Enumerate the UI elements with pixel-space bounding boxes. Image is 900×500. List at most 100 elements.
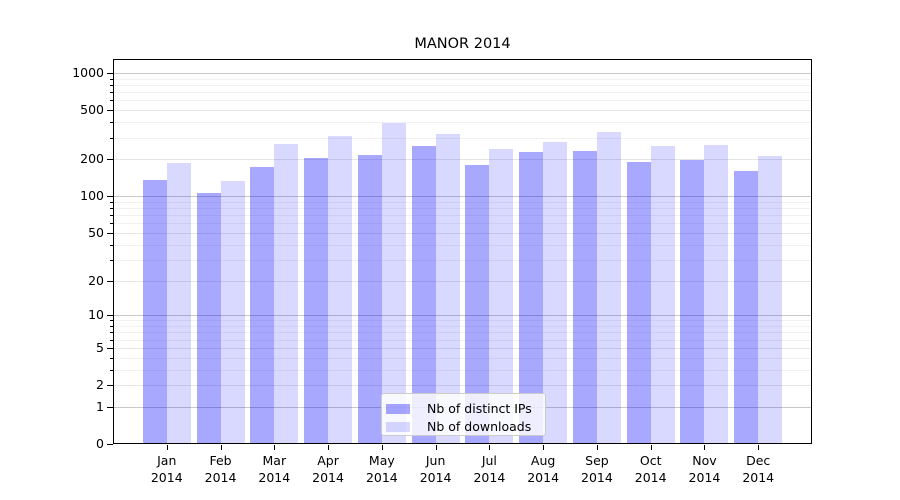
x-tick-oct xyxy=(650,445,652,450)
x-tick-label-apr: Apr 2014 xyxy=(301,452,355,486)
y-minor-tick-400 xyxy=(110,122,113,124)
gridline-y-3 xyxy=(114,369,811,371)
x-tick-year-dec: 2014 xyxy=(742,470,775,485)
bar-downloads-mar xyxy=(274,144,299,443)
chart-title: MANOR 2014 xyxy=(414,36,511,52)
legend: Nb of distinct IPs Nb of downloads xyxy=(381,393,546,436)
bar-distinct-ips-apr xyxy=(304,157,329,443)
y-tick-label-50: 50 xyxy=(88,224,104,240)
bar-downloads-dec xyxy=(758,156,783,443)
x-tick-year-jun: 2014 xyxy=(419,470,452,485)
bar-distinct-ips-mar xyxy=(250,167,275,443)
gridline-y-50 xyxy=(114,232,811,234)
gridline-y-8 xyxy=(114,326,811,328)
y-minor-tick-3 xyxy=(110,369,113,371)
y-tick-label-200: 200 xyxy=(80,151,104,167)
gridline-y-4 xyxy=(114,357,811,359)
gridline-y-60 xyxy=(114,223,811,225)
bar-downloads-apr xyxy=(328,136,353,443)
y-tick-2 xyxy=(107,385,113,387)
bar-distinct-ips-oct xyxy=(626,162,651,443)
x-tick-label-dec: Dec 2014 xyxy=(731,452,785,486)
x-tick-apr xyxy=(328,445,330,450)
y-tick-label-100: 100 xyxy=(80,188,104,204)
y-tick-label-1000: 1000 xyxy=(72,65,104,81)
x-tick-nov xyxy=(704,445,706,450)
legend-row-distinct-ips: Nb of distinct IPs xyxy=(386,400,545,418)
bar-distinct-ips-feb xyxy=(196,192,221,443)
y-minor-tick-70 xyxy=(110,215,113,217)
gridline-y-10 xyxy=(114,315,811,317)
gridline-y-200 xyxy=(114,159,811,161)
x-tick-year-feb: 2014 xyxy=(204,470,237,485)
y-minor-tick-900 xyxy=(110,78,113,80)
gridline-y-80 xyxy=(114,208,811,210)
y-minor-tick-40 xyxy=(110,244,113,246)
x-tick-jan xyxy=(166,445,168,450)
gridline-y-300 xyxy=(114,137,811,139)
bar-downloads-may xyxy=(381,122,406,443)
x-tick-label-oct: Oct 2014 xyxy=(624,452,678,486)
y-tick-label-10: 10 xyxy=(88,307,104,323)
x-tick-label-nov: Nov 2014 xyxy=(677,452,731,486)
y-minor-tick-60 xyxy=(110,223,113,225)
bar-distinct-ips-may xyxy=(357,154,382,443)
gridline-y-800 xyxy=(114,85,811,87)
y-minor-tick-90 xyxy=(110,201,113,203)
x-tick-year-jul: 2014 xyxy=(473,470,506,485)
x-tick-year-mar: 2014 xyxy=(258,470,291,485)
y-tick-100 xyxy=(107,196,113,198)
gridline-y-500 xyxy=(114,110,811,112)
y-tick-label-2: 2 xyxy=(96,377,104,393)
y-tick-label-500: 500 xyxy=(80,102,104,118)
gridline-y-900 xyxy=(114,78,811,80)
legend-row-downloads: Nb of downloads xyxy=(386,418,545,436)
bar-distinct-ips-sep xyxy=(572,150,597,443)
bar-downloads-oct xyxy=(650,146,675,443)
y-minor-tick-6 xyxy=(110,339,113,341)
bar-downloads-jun xyxy=(435,133,460,443)
gridline-y-40 xyxy=(114,244,811,246)
gridline-y-7 xyxy=(114,332,811,334)
y-tick-50 xyxy=(107,232,113,234)
y-minor-tick-600 xyxy=(110,100,113,102)
gridline-y-30 xyxy=(114,259,811,261)
x-tick-label-jan: Jan 2014 xyxy=(140,452,194,486)
y-minor-tick-30 xyxy=(110,259,113,261)
x-tick-label-aug: Aug 2014 xyxy=(516,452,570,486)
bar-downloads-feb xyxy=(220,181,245,443)
x-tick-feb xyxy=(220,445,222,450)
x-tick-label-mar: Mar 2014 xyxy=(247,452,301,486)
x-tick-year-aug: 2014 xyxy=(527,470,560,485)
gridline-y-20 xyxy=(114,280,811,282)
gridline-y-400 xyxy=(114,122,811,124)
bar-downloads-nov xyxy=(704,144,729,443)
y-tick-0 xyxy=(107,444,113,445)
gridline-y-100 xyxy=(114,196,811,198)
y-minor-tick-80 xyxy=(110,208,113,210)
x-tick-sep xyxy=(596,445,598,450)
y-tick-1000 xyxy=(107,73,113,75)
gridline-y-600 xyxy=(114,100,811,102)
x-tick-label-may: May 2014 xyxy=(355,452,409,486)
x-tick-year-sep: 2014 xyxy=(581,470,613,485)
gridline-y-1000 xyxy=(114,73,811,75)
y-minor-tick-4 xyxy=(110,357,113,359)
y-tick-label-1: 1 xyxy=(96,398,104,414)
y-minor-tick-9 xyxy=(110,320,113,322)
y-tick-10 xyxy=(107,315,113,317)
bar-downloads-sep xyxy=(596,132,621,443)
y-tick-20 xyxy=(107,280,113,282)
y-tick-500 xyxy=(107,110,113,112)
legend-label-downloads: Nb of downloads xyxy=(427,419,532,434)
gridline-y-6 xyxy=(114,339,811,341)
gridline-y-700 xyxy=(114,92,811,94)
x-tick-may xyxy=(381,445,383,450)
y-minor-tick-8 xyxy=(110,326,113,328)
bar-downloads-aug xyxy=(543,142,568,443)
bar-distinct-ips-jan xyxy=(142,180,167,443)
legend-swatch-distinct-ips-icon xyxy=(386,404,410,414)
gridline-y-2 xyxy=(114,385,811,387)
x-tick-aug xyxy=(543,445,545,450)
